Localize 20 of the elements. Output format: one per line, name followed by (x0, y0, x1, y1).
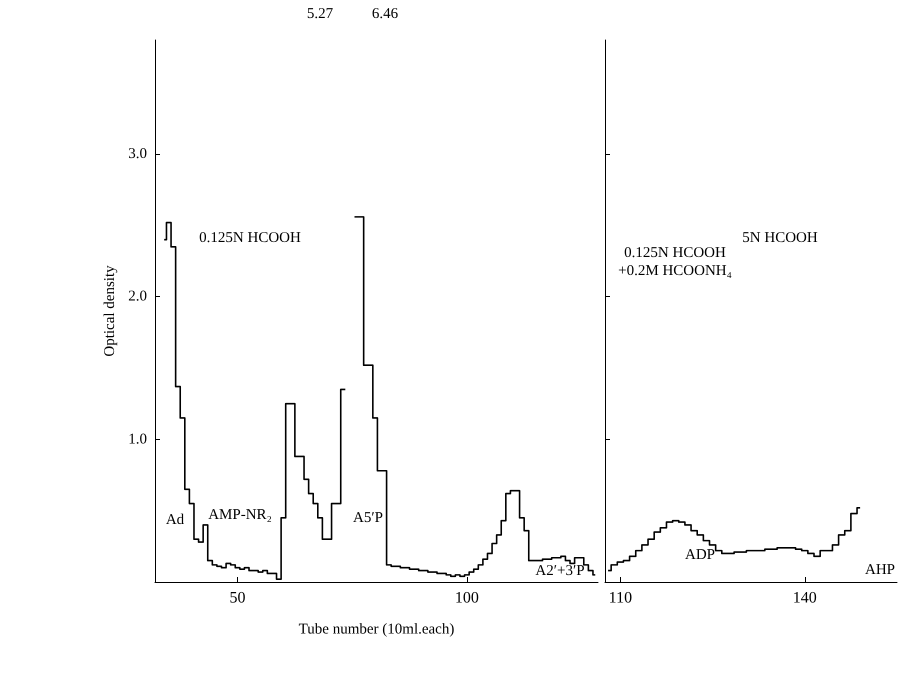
text: 5.27 (306, 6, 334, 22)
y-tick-label: 2.0 (128, 288, 147, 305)
annotation: 5N HCOOH (742, 230, 818, 246)
annotation: A5′P (353, 510, 383, 526)
annotation: 0.125N HCOOH +0.2M HCOONH₄ (618, 245, 732, 279)
y-tick-label: 1.0 (128, 431, 147, 448)
text: 6.46 (372, 6, 399, 22)
annotation: 0.125N HCOOH (199, 230, 301, 246)
x-axis-title: Tube number (10ml.each) (298, 622, 454, 638)
x-tick-label: 110 (608, 590, 632, 606)
annotation: AHP (864, 562, 896, 578)
x-tick-label: 140 (792, 590, 817, 606)
y-tick-label: 3.0 (128, 146, 147, 162)
x-tick-label: 50 (230, 590, 246, 606)
x-tick-label: 100 (454, 590, 479, 606)
annotation: ADP (684, 547, 716, 563)
y-axis-title: Optical density (102, 264, 118, 357)
annotation: A2′+3′P (535, 563, 585, 579)
annotation: AMP-NR₂ (208, 507, 272, 523)
annotation: Ad (166, 512, 185, 528)
